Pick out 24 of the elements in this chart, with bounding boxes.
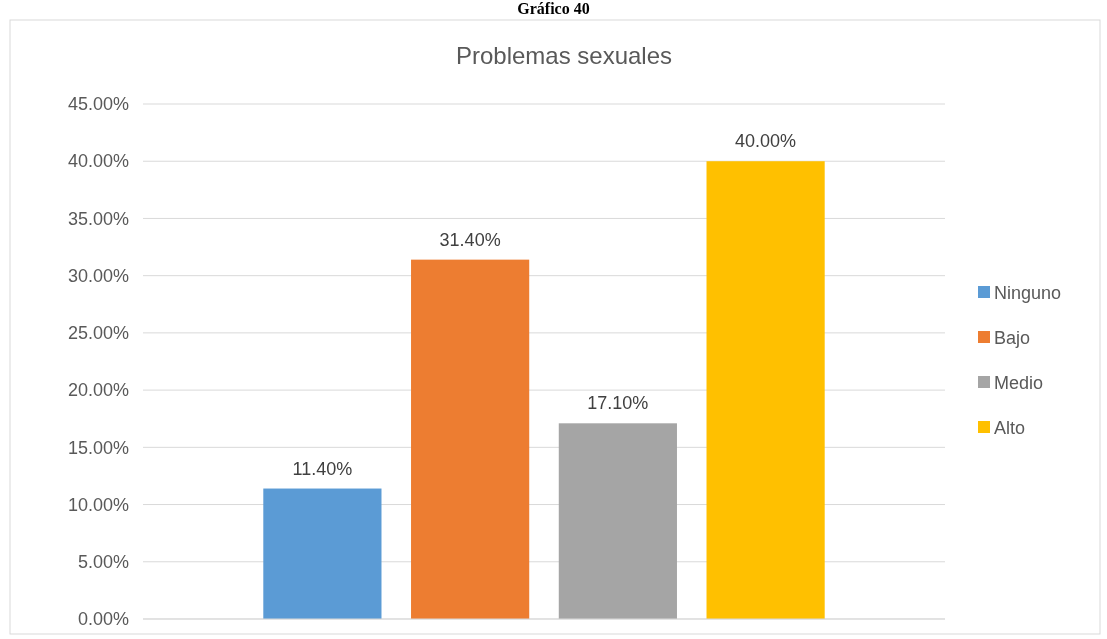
y-tick-label: 5.00% [77,552,129,573]
data-label: 40.00% [735,131,797,152]
y-tick-label: 30.00% [67,265,129,286]
text: Gráfico 40 [517,0,590,17]
y-tick-label: 35.00% [67,208,129,229]
chart-title: Problemas sexuales [455,42,673,69]
bar [558,423,677,619]
y-tick-label: 15.00% [67,437,129,458]
data-label: 11.40% [292,458,353,479]
y-tick-label: 10.00% [67,494,129,515]
legend-label: Ninguno [994,283,1062,303]
legend-label: Alto [994,418,1026,438]
y-tick-label: 20.00% [67,380,129,401]
y-tick-label: 45.00% [67,94,129,115]
bar [411,259,530,619]
y-tick-label: 0.00% [77,609,129,630]
bar [706,161,825,619]
y-tick-label: 25.00% [67,323,129,344]
legend-label: Medio [994,373,1044,393]
data-label: 31.40% [439,229,501,250]
y-tick-label: 40.00% [67,151,129,172]
legend-label: Bajo [994,328,1031,348]
data-label: 17.10% [587,393,649,414]
bar [263,488,382,619]
